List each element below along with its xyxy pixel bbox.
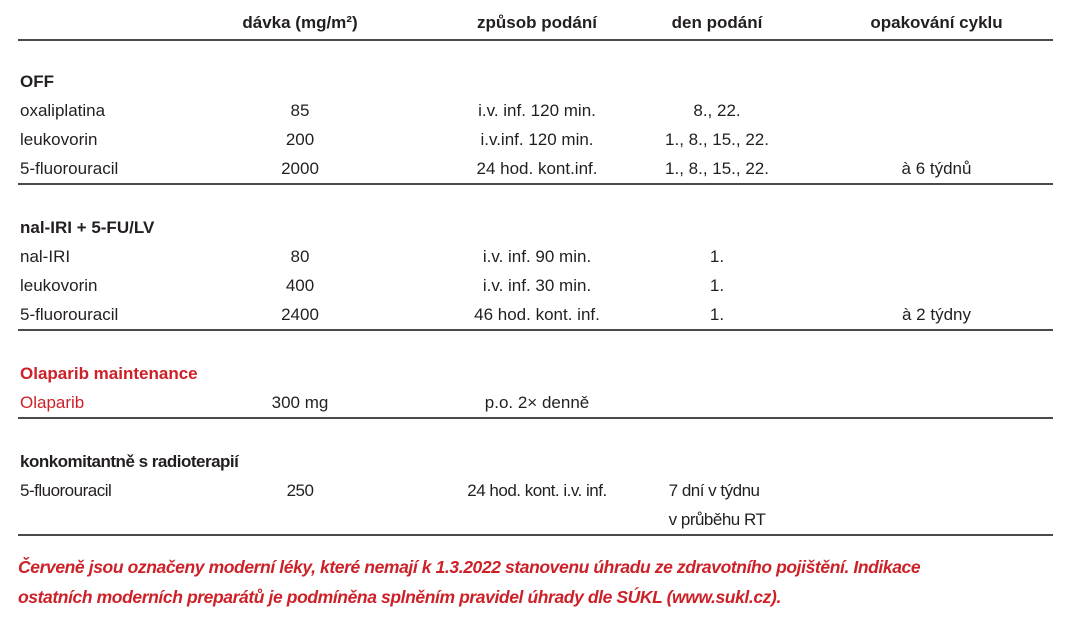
section-title: Olaparib maintenance (20, 363, 198, 383)
column-header-dose: dávka (mg/m²) (242, 12, 358, 32)
days-value: 1. (709, 246, 725, 266)
section-nal-iri: nal-IRI + 5-FU/LV nal-IRI 80 i.v. inf. 9… (18, 213, 1053, 331)
cycle-value: à 6 týdnů (901, 158, 972, 178)
section-olaparib: Olaparib maintenance Olaparib 300 mg p.o… (18, 359, 1053, 419)
days-value: 7 dní v týdnu v průběhu RT (664, 476, 770, 534)
footnote: Červeně jsou označeny moderní léky, kter… (18, 552, 1053, 612)
footnote-line-1: Červeně jsou označeny moderní léky, kter… (18, 557, 921, 577)
dose-value: 80 (290, 246, 310, 266)
route-value: p.o. 2× denně (484, 392, 590, 412)
route-value: 24 hod. kont.inf. (476, 158, 598, 178)
route-value: 24 hod. kont. i.v. inf. (467, 480, 607, 500)
days-value: 8., 22. (693, 100, 741, 120)
table-row: 5-fluorouracil 250 24 hod. kont. i.v. in… (18, 476, 1053, 534)
route-value: i.v. inf. 120 min. (478, 100, 596, 120)
section-title: konkomitantně s radioterapií (20, 451, 239, 471)
drug-name: Olaparib (20, 392, 85, 412)
section-title: nal-IRI + 5-FU/LV (20, 217, 155, 237)
route-value: i.v.inf. 120 min. (480, 129, 594, 149)
dose-value: 300 mg (271, 392, 329, 412)
drug-name: 5-fluorouracil (20, 158, 119, 178)
drug-name: 5-fluorouracil (20, 304, 119, 324)
days-line-1: 7 dní v týdnu (668, 481, 760, 500)
cycle-value: à 2 týdny (902, 304, 971, 324)
drug-name: leukovorin (20, 275, 98, 295)
footnote-line-2: ostatních moderních preparátů je podmíně… (18, 587, 781, 607)
section-radiotherapy: konkomitantně s radioterapií 5-fluoroura… (18, 447, 1053, 536)
dose-value: 250 (286, 480, 314, 500)
route-value: 46 hod. kont. inf. (474, 304, 600, 324)
table-row: leukovorin 400 i.v. inf. 30 min. 1. (18, 271, 1053, 300)
table-row: 5-fluorouracil 2400 46 hod. kont. inf. 1… (18, 300, 1053, 329)
column-header-route: způsob podání (477, 12, 597, 32)
days-multiline: 7 dní v týdnu v průběhu RT (669, 476, 766, 534)
table-row: nal-IRI 80 i.v. inf. 90 min. 1. (18, 242, 1053, 271)
dose-value: 2000 (281, 158, 319, 178)
table-row: Olaparib 300 mg p.o. 2× denně (18, 388, 1053, 417)
route-value: i.v. inf. 90 min. (482, 246, 592, 266)
dose-value: 85 (290, 100, 310, 120)
days-value: 1., 8., 15., 22. (665, 158, 769, 178)
table-header-row: dávka (mg/m²) způsob podání den podání o… (18, 6, 1053, 41)
dose-value: 200 (285, 129, 315, 149)
section-off: OFF oxaliplatina 85 i.v. inf. 120 min. 8… (18, 67, 1053, 185)
table-row: leukovorin 200 i.v.inf. 120 min. 1., 8.,… (18, 125, 1053, 154)
days-line-2: v průběhu RT (668, 510, 766, 529)
dosing-table: dávka (mg/m²) způsob podání den podání o… (0, 6, 1072, 536)
days-value: 1. (709, 304, 725, 324)
days-value: 1. (709, 275, 725, 295)
dose-value: 400 (285, 275, 315, 295)
dose-value: 2400 (281, 304, 319, 324)
drug-name: nal-IRI (20, 246, 71, 266)
drug-name: leukovorin (20, 129, 98, 149)
days-value: 1., 8., 15., 22. (665, 129, 769, 149)
table-row: 5-fluorouracil 2000 24 hod. kont.inf. 1.… (18, 154, 1053, 183)
section-title: OFF (20, 71, 54, 91)
column-header-cycle: opakování cyklu (870, 12, 1003, 32)
route-value: i.v. inf. 30 min. (482, 275, 592, 295)
table-row: oxaliplatina 85 i.v. inf. 120 min. 8., 2… (18, 96, 1053, 125)
cycle-value (820, 476, 1053, 505)
column-header-day: den podání (671, 12, 763, 32)
drug-name: oxaliplatina (20, 100, 106, 120)
drug-name: 5-fluorouracil (20, 480, 112, 500)
